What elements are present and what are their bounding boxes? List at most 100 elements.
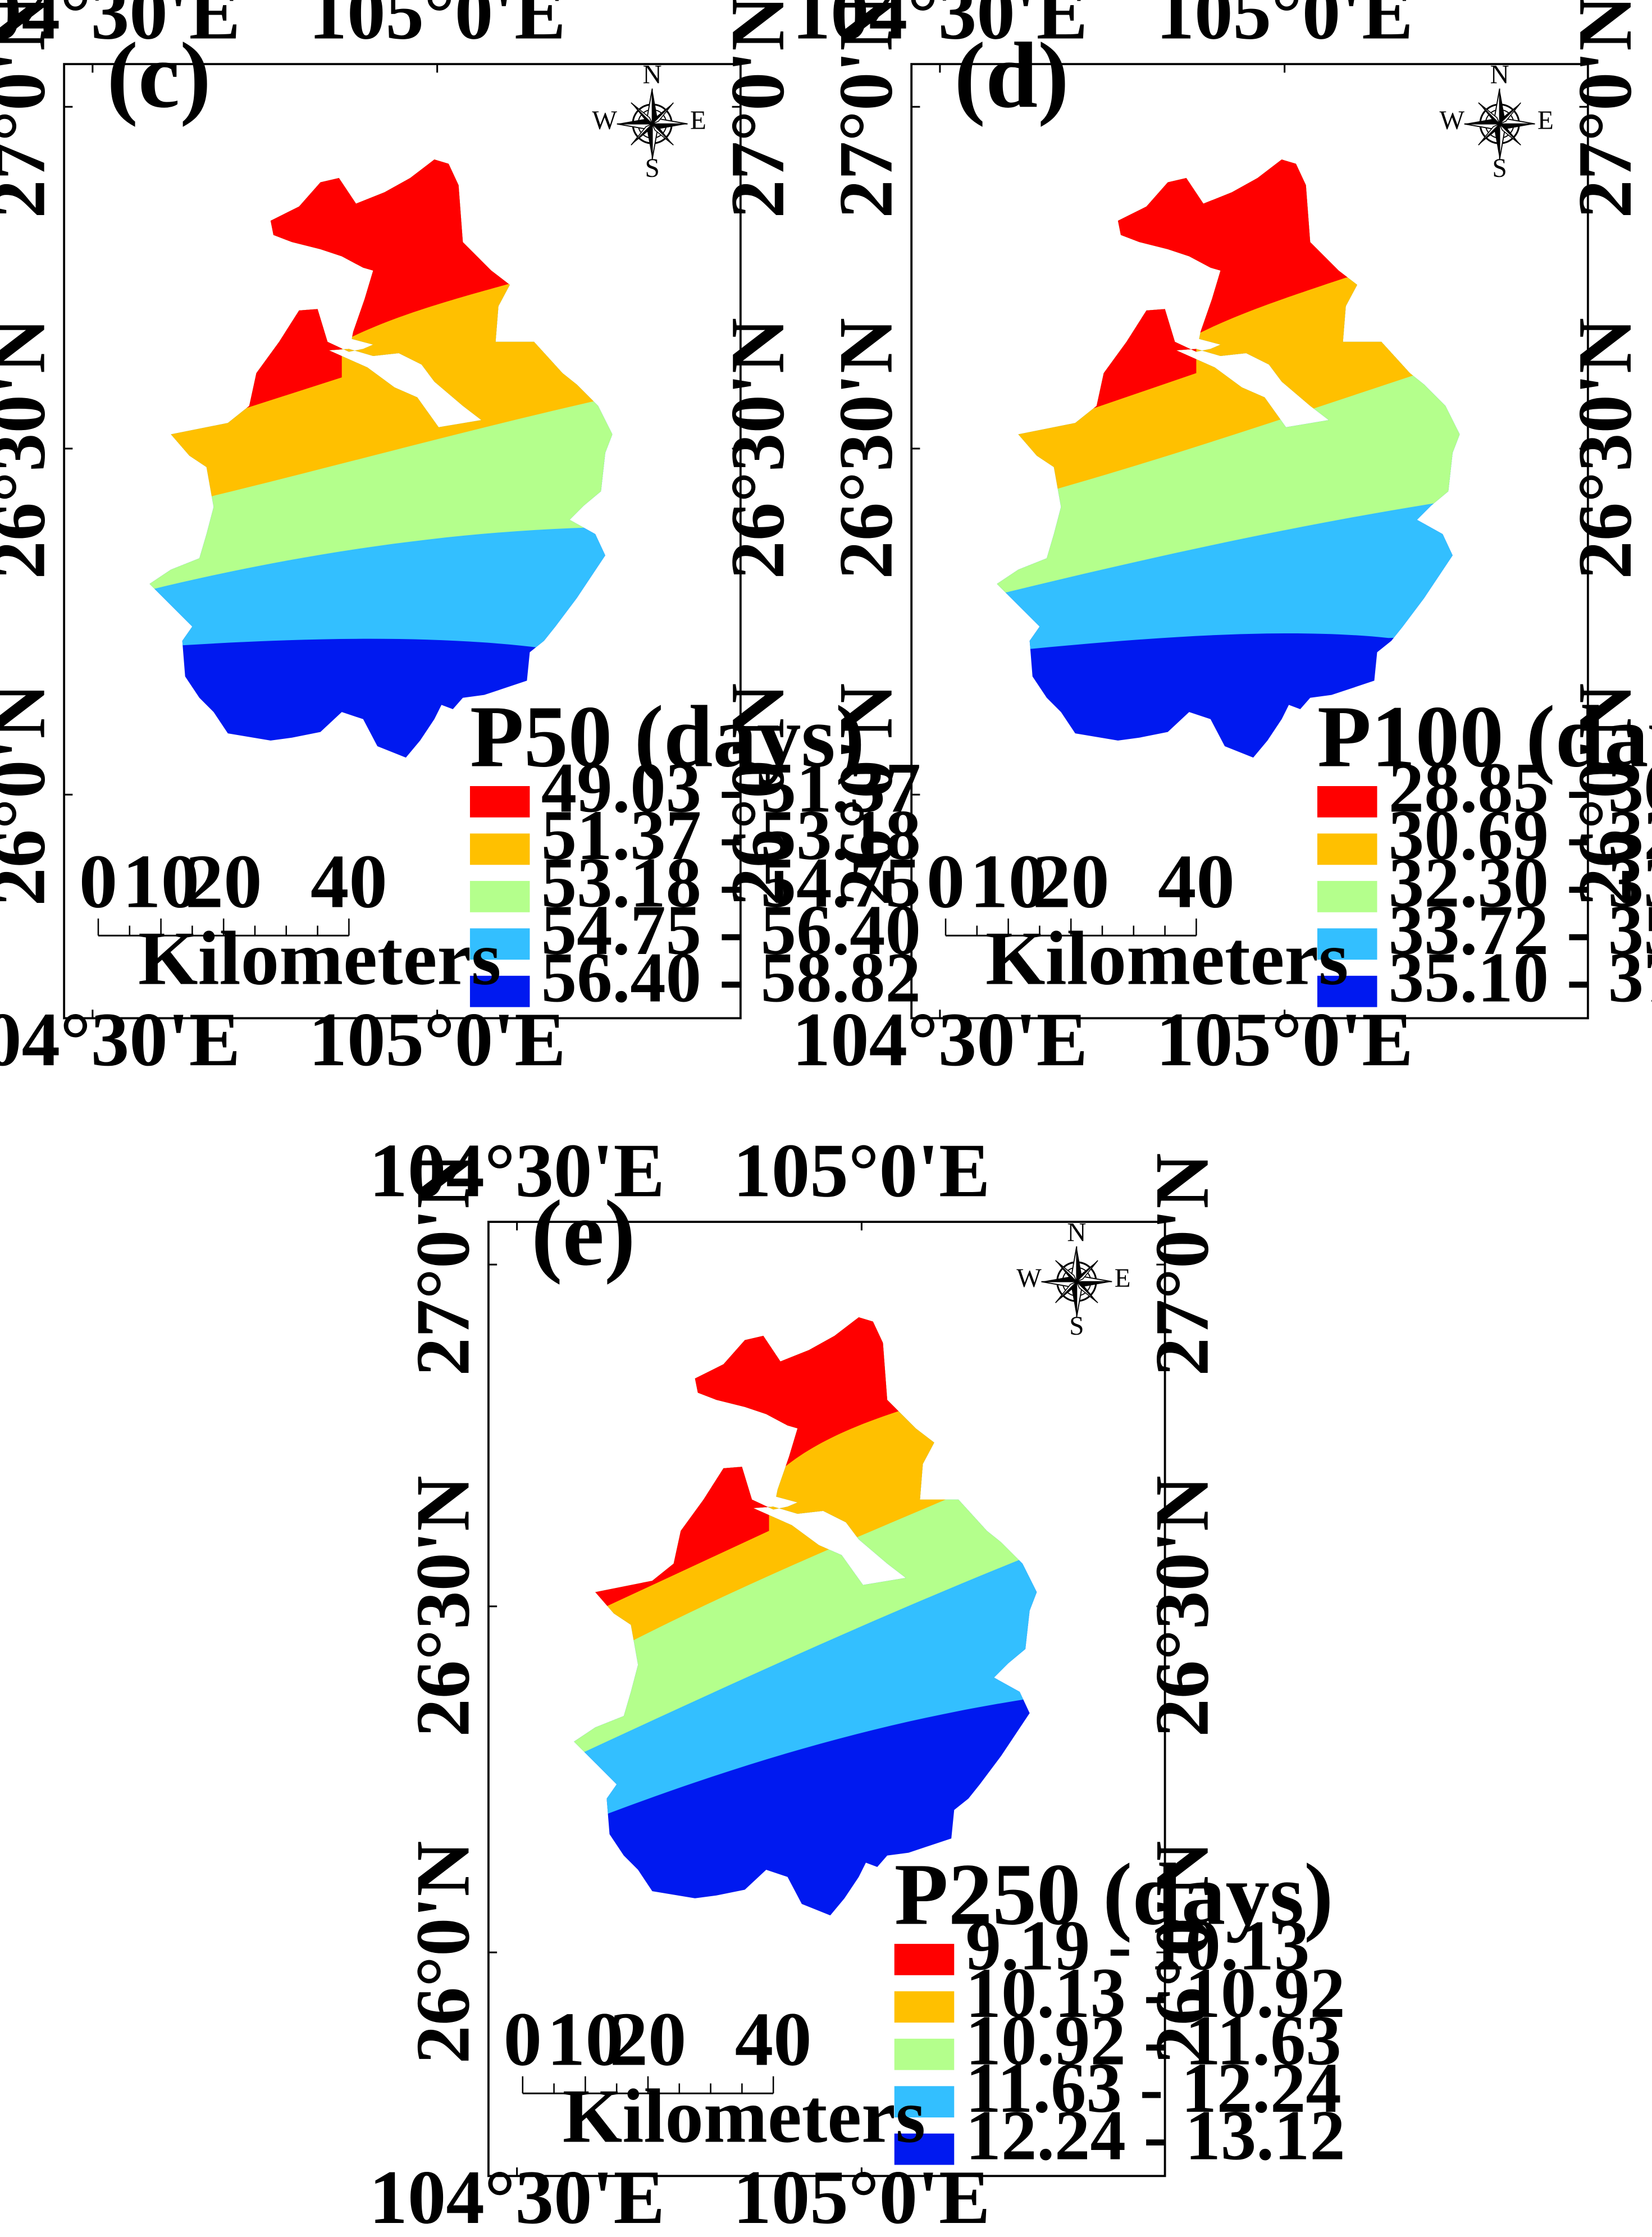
legend-swatch-2 — [1317, 833, 1377, 865]
legend-range-2: 10.13 - 10.92 — [966, 1954, 1345, 2033]
lon-label-bottom: 104°30'E — [792, 997, 1088, 1082]
panel-d-annotations: 104°30'E 104°30'E 105°0'E 105°0'E 27°0'N 27°0… — [792, 0, 1652, 1082]
legend-range-1: 49.03 - 51.37 — [541, 749, 921, 828]
legend-range-3: 32.30 - 33.72 — [1389, 844, 1652, 923]
legend-range-4: 54.75 - 56.40 — [541, 891, 921, 970]
legend-title: P100 (days) — [1317, 688, 1652, 786]
compass-e: E — [1115, 1264, 1131, 1293]
lon-label-bottom: 105°0'E — [1156, 997, 1413, 1082]
compass-w: W — [1016, 1264, 1042, 1293]
scale-tick-label: 40 — [311, 839, 387, 924]
legend-range-2: 30.69 - 32.30 — [1389, 796, 1652, 875]
lat-label-left: 26°0'N — [0, 683, 61, 906]
lat-label-right: 27°0'N — [715, 0, 800, 218]
legend-swatch-2 — [894, 1991, 955, 2023]
scale-tick-label: 40 — [735, 1996, 812, 2081]
scale-unit-label: Kilometers — [138, 916, 501, 1001]
legend-swatch-1 — [469, 786, 530, 818]
lat-label-right: 26°0'N — [715, 683, 800, 906]
legend-title: P50 (days) — [470, 688, 865, 786]
lat-label-right: 26°30'N — [1139, 1476, 1225, 1737]
panel-c-annotations: 104°30'E 104°30'E 105°0'E 105°0'E 27°0'N 27°0… — [0, 0, 921, 1082]
lon-label-top: 105°0'E — [733, 1127, 990, 1213]
compass-n: N — [1067, 1218, 1086, 1247]
legend-swatch-5 — [1317, 975, 1377, 1007]
lat-label-left: 27°0'N — [823, 0, 909, 218]
scale-tick-label: 0 — [79, 839, 117, 924]
panel-label: (c) — [107, 24, 211, 127]
lat-label-left: 27°0'N — [400, 1153, 485, 1376]
scale-tick-label: 0 — [504, 1996, 542, 2081]
legend-swatch-3 — [469, 880, 530, 912]
lat-label-right: 27°0'N — [1139, 1153, 1225, 1376]
lon-label-top: 104°30'E — [792, 0, 1088, 55]
compass-s: S — [1493, 154, 1507, 183]
panel-e-annotations: 104°30'E 104°30'E 105°0'E 105°0'E 27°0'N 27°0… — [369, 1127, 1345, 2237]
legend-range-3: 10.92 - 11.63 — [966, 2001, 1341, 2080]
scale-tick-label: 40 — [1158, 839, 1235, 924]
lon-label-top: 105°0'E — [1156, 0, 1413, 55]
panel-label: (e) — [531, 1181, 636, 1285]
lat-label-right: 26°0'N — [1139, 1841, 1225, 2064]
legend-range-4: 11.63 - 12.24 — [966, 2049, 1341, 2128]
legend-title: P250 (days) — [895, 1846, 1334, 1943]
lat-label-right: 26°0'N — [1562, 683, 1648, 906]
compass-e: E — [1537, 106, 1554, 135]
scale-tick-label: 10 — [122, 839, 199, 924]
legend-range-5: 35.10 - 37.07 — [1389, 938, 1652, 1017]
lon-label-bottom: 104°30'E — [0, 997, 240, 1082]
scale-tick-label: 10 — [547, 1996, 624, 2081]
legend-range-1: 28.85 - 30.69 — [1389, 749, 1652, 828]
lat-label-left: 26°0'N — [400, 1841, 485, 2064]
scale-tick-label: 10 — [970, 839, 1047, 924]
scale-tick-label: 20 — [185, 839, 262, 924]
legend-swatch-1 — [894, 1943, 955, 1975]
legend-swatch-5 — [894, 2133, 955, 2165]
compass-n: N — [1490, 60, 1509, 89]
compass: N S E W — [592, 60, 706, 183]
legend-swatch-2 — [469, 833, 530, 865]
legend-swatch-1 — [1317, 786, 1377, 818]
legend-swatch-3 — [894, 2038, 955, 2070]
compass-w: W — [1439, 106, 1464, 135]
legend-swatch-4 — [894, 2086, 955, 2118]
scale-tick-label: 20 — [610, 1996, 687, 2081]
compass: N S E W — [1439, 60, 1553, 183]
legend-swatch-4 — [1317, 928, 1377, 960]
lon-label-top: 105°0'E — [309, 0, 566, 55]
legend-swatch-3 — [1317, 880, 1377, 912]
lon-label-bottom: 104°30'E — [369, 2154, 664, 2237]
map-panel-c — [63, 63, 742, 1020]
scale-tick-label: 0 — [927, 839, 965, 924]
compass-e: E — [690, 106, 706, 135]
scale-unit-label: Kilometers — [985, 916, 1348, 1001]
lon-label-bottom: 105°0'E — [309, 997, 566, 1082]
lon-label-top: 104°30'E — [369, 1127, 664, 1213]
lat-label-right: 26°30'N — [1562, 318, 1648, 579]
map-layer — [63, 63, 1589, 2177]
map-panel-d — [910, 63, 1589, 1020]
compass-n: N — [643, 60, 662, 89]
legend-range-4: 33.72 - 35.10 — [1389, 891, 1652, 970]
lat-label-right: 26°30'N — [715, 318, 800, 579]
legend-range-5: 56.40 - 58.82 — [541, 938, 921, 1017]
legend-swatch-4 — [469, 928, 530, 960]
legend-range-3: 53.18 - 54.75 — [541, 844, 921, 923]
legend-range-2: 51.37 - 53.18 — [541, 796, 921, 875]
panel-label: (d) — [954, 24, 1069, 127]
lat-label-left: 27°0'N — [0, 0, 61, 218]
legend-range-5: 12.24 - 13.12 — [966, 2096, 1345, 2175]
compass-s: S — [645, 154, 659, 183]
lon-label-top: 104°30'E — [0, 0, 240, 55]
lat-label-left: 26°0'N — [823, 683, 909, 906]
scale-unit-label: Kilometers — [563, 2073, 925, 2158]
legend-range-1: 9.19 - 10.13 — [966, 1907, 1310, 1985]
scale-tick-label: 20 — [1033, 839, 1110, 924]
lat-label-left: 26°30'N — [0, 318, 61, 579]
compass-w: W — [592, 106, 617, 135]
